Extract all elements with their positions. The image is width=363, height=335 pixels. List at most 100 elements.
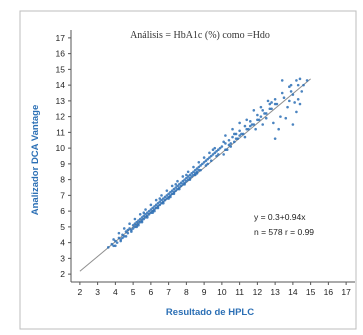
data-point [195, 172, 199, 175]
data-point [206, 162, 209, 166]
data-point [142, 217, 146, 221]
data-point [298, 102, 302, 106]
data-point [254, 127, 257, 131]
data-point [122, 227, 126, 230]
data-point [142, 214, 146, 218]
data-point [106, 246, 110, 249]
data-point [284, 116, 288, 120]
data-point [256, 113, 259, 117]
data-point [192, 165, 195, 169]
data-point [165, 194, 169, 197]
y-tick-label: 5 [60, 222, 65, 232]
data-point [149, 208, 153, 211]
y-axis-ticks: 2 3 4 5 6 7 8 9 10 11 12 13 14 15 16 17 [56, 33, 71, 279]
data-point [238, 129, 241, 133]
data-point [193, 173, 197, 177]
data-point [177, 183, 181, 186]
data-point [160, 194, 163, 197]
data-point [224, 142, 227, 145]
data-point [167, 197, 170, 200]
data-point [201, 162, 204, 166]
data-point [163, 198, 167, 202]
data-point [202, 161, 206, 164]
data-point [192, 170, 195, 174]
y-tick-label: 3 [60, 253, 65, 263]
data-point [121, 233, 124, 237]
data-point [217, 148, 220, 151]
x-tick-label: 14 [288, 287, 298, 297]
data-point [131, 224, 135, 227]
data-point [174, 186, 178, 189]
data-point [289, 90, 293, 93]
data-point [250, 123, 254, 126]
data-point [160, 198, 163, 202]
data-point [229, 142, 233, 145]
data-point [144, 208, 147, 211]
x-tick-label: 5 [131, 287, 136, 297]
data-point [151, 206, 154, 210]
data-point [186, 175, 190, 178]
data-point [183, 178, 186, 181]
x-tick-label: 16 [324, 287, 334, 297]
data-point [204, 164, 208, 167]
y-tick-label: 8 [60, 175, 65, 185]
data-point [119, 239, 122, 243]
data-point [140, 220, 144, 224]
data-point [273, 102, 277, 106]
data-point [234, 137, 238, 140]
data-point [270, 107, 273, 111]
data-point [188, 178, 192, 181]
data-point [121, 236, 124, 240]
data-point [208, 156, 211, 159]
data-point [259, 115, 263, 118]
data-point [170, 189, 174, 192]
data-point [185, 176, 188, 180]
data-point [181, 183, 185, 186]
data-point [272, 121, 275, 125]
data-point [114, 244, 117, 248]
data-point [138, 217, 142, 221]
data-point [199, 168, 202, 172]
data-point [172, 187, 176, 191]
data-point [280, 91, 284, 95]
data-point [124, 230, 128, 233]
data-point [147, 209, 151, 213]
data-point [154, 203, 158, 207]
data-point [263, 112, 266, 115]
data-point [154, 206, 158, 210]
data-point [298, 77, 302, 81]
data-point [252, 123, 256, 126]
data-point [179, 181, 183, 185]
data-point [293, 101, 296, 104]
chart-title: Análisis = HbA1c (%) como =Hdo [130, 30, 270, 41]
data-point [204, 159, 208, 163]
y-tick-label: 4 [60, 238, 65, 248]
data-point [133, 225, 137, 229]
data-point [156, 206, 160, 210]
data-point [165, 197, 169, 200]
data-point [238, 121, 241, 125]
data-point [273, 98, 277, 101]
data-point [224, 134, 227, 137]
x-tick-label: 17 [341, 287, 351, 297]
data-point [167, 192, 170, 196]
data-point [158, 197, 162, 200]
data-point [222, 140, 225, 144]
data-point [280, 79, 284, 82]
data-point [160, 201, 163, 205]
x-tick-label: 4 [113, 287, 118, 297]
data-point [213, 151, 217, 155]
data-point [277, 127, 280, 131]
data-point [248, 124, 252, 128]
x-tick-label: 8 [184, 287, 189, 297]
data-point [190, 175, 193, 178]
data-point [268, 107, 272, 111]
data-point [197, 161, 201, 164]
data-point [248, 120, 252, 123]
data-point [224, 148, 227, 151]
data-point [291, 93, 295, 96]
data-point [233, 140, 236, 144]
data-point [288, 85, 291, 88]
